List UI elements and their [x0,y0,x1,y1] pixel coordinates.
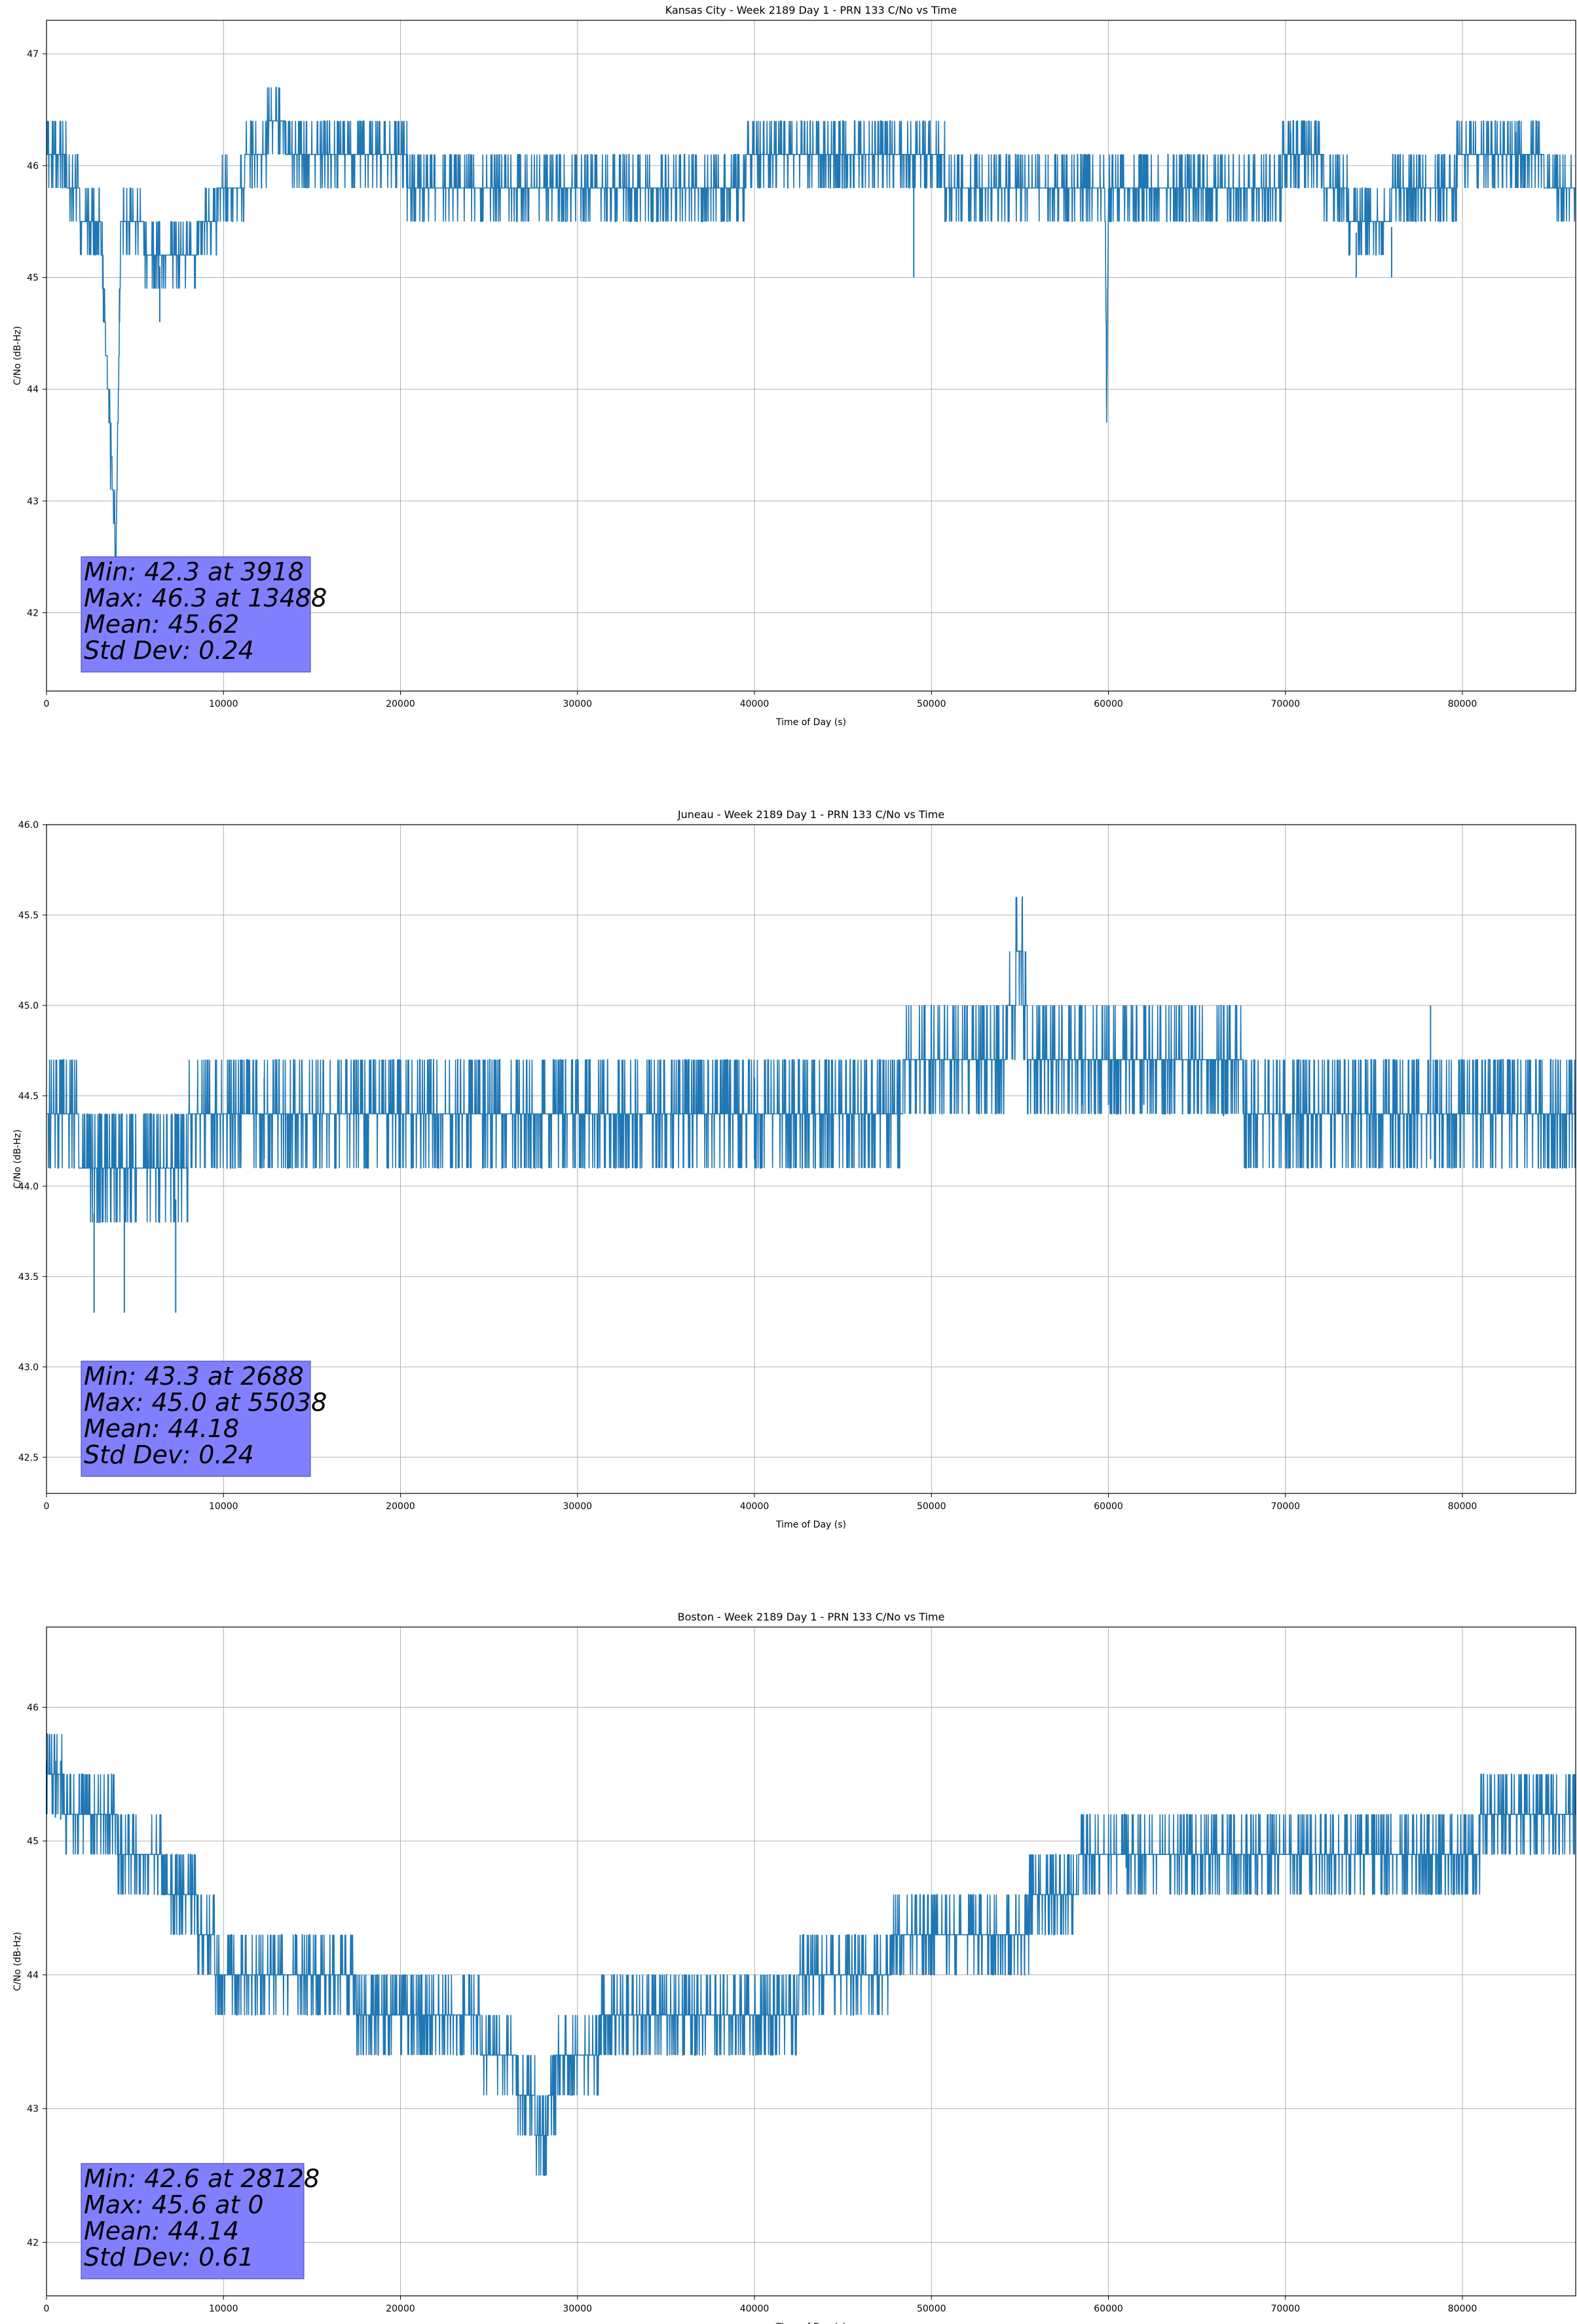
y-axis-label: C/No (dB-Hz) [12,1129,23,1188]
x-tick-label: 30000 [563,2304,592,2314]
axes-frame [46,1626,1576,2296]
x-tick-label: 20000 [386,2304,415,2314]
x-tick-label: 60000 [1094,699,1123,709]
stats-line: Mean: 44.14 [84,2217,239,2245]
x-tick-label: 50000 [917,699,946,709]
y-tick-label: 42.5 [18,1453,39,1463]
x-tick-label: 30000 [563,699,592,709]
y-tick-label: 45 [27,273,39,284]
x-axis-label: Time of Day (s) [775,2322,846,2324]
y-tick-label: 44 [27,384,39,395]
stats-box [81,1360,311,1477]
y-tick-label: 46 [27,1703,39,1714]
x-tick-label: 50000 [917,1501,946,1512]
y-axis-label: C/No (dB-Hz) [12,326,23,385]
y-tick-label: 44 [27,1970,39,1981]
x-tick-label: 20000 [386,699,415,709]
x-axis-label: Time of Day (s) [775,717,846,728]
stats-line: Min: 42.6 at 28128 [84,2164,320,2193]
y-tick-label: 43.5 [18,1272,39,1283]
y-tick-label: 42 [27,2238,39,2248]
x-tick-label: 70000 [1271,2304,1301,2314]
x-tick-label: 0 [44,2304,50,2314]
x-tick-label: 20000 [386,1501,415,1512]
y-tick-label: 44.0 [18,1182,39,1192]
x-tick-label: 70000 [1271,1501,1301,1512]
axes-frame [46,824,1576,1494]
x-axis-label: Time of Day (s) [775,1520,846,1530]
x-tick-label: 10000 [209,1501,238,1512]
x-tick-label: 60000 [1094,2304,1123,2314]
chart-title: Kansas City - Week 2189 Day 1 - PRN 133 … [665,4,957,16]
stats-line: Mean: 44.18 [84,1414,239,1443]
y-axis-label: C/No (dB-Hz) [12,1932,23,1991]
x-tick-label: 40000 [740,1501,770,1512]
stats-line: Max: 45.6 at 0 [84,2190,264,2219]
stats-line: Max: 45.0 at 55038 [84,1388,327,1417]
stats-line: Min: 43.3 at 2688 [84,1362,304,1391]
y-tick-label: 46.0 [18,820,39,831]
y-tick-label: 45.0 [18,1001,39,1011]
x-tick-label: 0 [44,1501,50,1512]
y-tick-label: 43.0 [18,1362,39,1373]
x-tick-label: 60000 [1094,1501,1123,1512]
y-tick-label: 43 [27,497,39,507]
stats-line: Min: 42.3 at 3918 [84,557,304,586]
cno-series-line [46,896,1576,1223]
axes-frame [46,20,1576,692]
x-tick-label: 70000 [1271,699,1301,709]
x-tick-label: 0 [44,699,50,709]
x-tick-label: 40000 [740,2304,770,2314]
y-tick-label: 43 [27,2104,39,2114]
x-tick-label: 80000 [1448,2304,1477,2314]
chart-kansas-city: 0 10000 20000 30000 40000 50000 60000 70000 8000… [12,4,1576,728]
chart-boston: 0 10000 20000 30000 40000 50000 60000 70000 8000… [12,1611,1576,2324]
x-tick-label: 80000 [1448,699,1477,709]
y-tick-label: 45 [27,1837,39,1847]
stats-line: Max: 46.3 at 13488 [84,584,327,612]
x-tick-label: 30000 [563,1501,592,1512]
x-tick-label: 80000 [1448,1501,1477,1512]
y-tick-label: 46 [27,161,39,172]
y-tick-label: 42 [27,609,39,619]
x-tick-label: 10000 [209,699,238,709]
y-tick-label: 44.5 [18,1091,39,1102]
y-tick-label: 45.5 [18,910,39,921]
chart-juneau: 0 10000 20000 30000 40000 50000 60000 70000 8000… [12,808,1576,1530]
chart-title: Juneau - Week 2189 Day 1 - PRN 133 C/No … [677,808,944,821]
stats-line: Std Dev: 0.24 [84,636,254,665]
stats-line: Mean: 45.62 [84,610,239,639]
chart-title: Boston - Week 2189 Day 1 - PRN 133 C/No … [678,1611,945,1623]
cno-series-line [46,86,1576,591]
x-tick-label: 10000 [209,2304,238,2314]
stats-box [81,2163,305,2279]
cno-series-line [46,1733,1576,2176]
x-tick-label: 50000 [917,2304,946,2314]
x-tick-label: 40000 [740,699,770,709]
stats-box [81,556,311,673]
y-tick-label: 47 [27,49,39,60]
stats-line: Std Dev: 0.24 [84,1440,254,1469]
stats-line: Std Dev: 0.61 [84,2243,254,2272]
